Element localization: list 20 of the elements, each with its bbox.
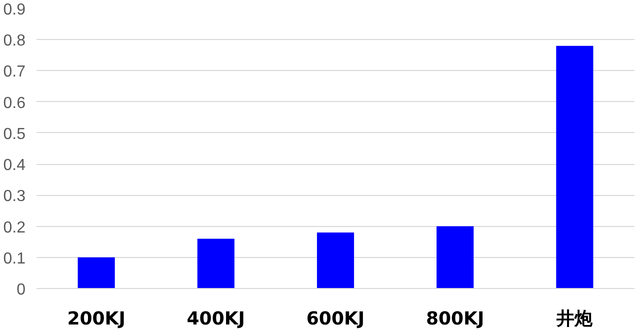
x-tick-label: 800KJ	[426, 308, 484, 330]
y-tick-label: 0.2	[3, 219, 26, 236]
x-tick-label: 200KJ	[67, 308, 126, 330]
y-tick-label: 0.7	[3, 64, 26, 81]
bar	[197, 238, 234, 288]
y-tick-label: 0.8	[3, 32, 26, 50]
bar	[316, 232, 354, 288]
y-tick-label: 0.1	[3, 250, 26, 268]
bar	[436, 226, 474, 288]
y-tick-label: 0.3	[3, 188, 26, 206]
y-tick-label: 0.6	[3, 94, 26, 112]
y-tick-label: 0	[16, 282, 26, 298]
x-tick-label: 600KJ	[306, 308, 365, 330]
bar	[556, 46, 594, 288]
y-tick-label: 0.9	[3, 2, 26, 18]
bar	[78, 257, 115, 288]
y-tick-label: 0.5	[3, 126, 26, 143]
y-tick-label: 0.4	[3, 157, 26, 174]
x-tick-label: 400KJ	[186, 308, 246, 330]
x-tick-label: 井炮	[556, 308, 594, 330]
